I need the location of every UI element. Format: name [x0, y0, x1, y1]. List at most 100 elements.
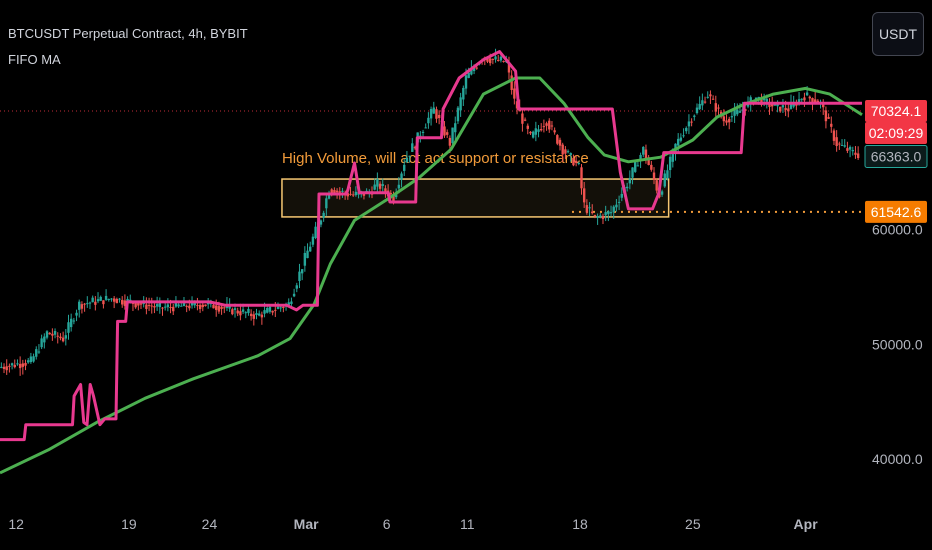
candle-body [856, 153, 860, 159]
candle-body [373, 184, 376, 190]
candle-body [830, 123, 833, 127]
candle-body [765, 98, 769, 102]
y-tick-label: 60000.0 [872, 222, 923, 238]
candle-body [650, 164, 653, 170]
candle-body [290, 301, 293, 304]
candle-body [271, 310, 274, 313]
candle-body [255, 313, 258, 315]
candle-body [239, 311, 242, 316]
candle-body [682, 135, 685, 137]
candle-body [32, 356, 35, 362]
candle-body [805, 92, 809, 96]
candle-body [585, 205, 589, 213]
x-tick-label: Apr [794, 516, 819, 532]
candle-body [668, 156, 672, 171]
candle-body [43, 336, 46, 343]
candle-body [848, 147, 852, 150]
candle-body [330, 189, 333, 194]
candle-body [521, 113, 524, 124]
y-tick-label: 40000.0 [872, 451, 923, 467]
indicator-legend[interactable]: FIFO MA [8, 52, 61, 67]
candle-body [69, 318, 73, 328]
candle-body [75, 312, 78, 316]
candle-body [147, 305, 151, 307]
candle-body [86, 303, 89, 305]
candle-body [510, 75, 513, 90]
candle-body [327, 193, 331, 199]
candle-body [738, 111, 742, 113]
candle-body [580, 167, 583, 189]
candle-body [249, 313, 253, 317]
candle-body [99, 296, 102, 301]
candle-body [384, 188, 387, 192]
candle-body [212, 304, 215, 309]
candle-body [556, 135, 559, 144]
candle-body [652, 172, 656, 180]
candle-body [620, 193, 623, 198]
candle-body [102, 300, 105, 305]
candle-body [274, 309, 277, 311]
candle-body [172, 306, 175, 312]
candle-body [456, 107, 460, 122]
candle-body [666, 170, 669, 179]
candle-body [204, 304, 207, 307]
candle-body [231, 309, 234, 315]
candle-body [615, 204, 618, 208]
candle-body [392, 195, 395, 202]
candle-body [88, 302, 92, 304]
candle-body [18, 363, 22, 369]
candle-body [529, 131, 532, 134]
candle-body [80, 304, 84, 309]
candle-body [462, 87, 465, 100]
candle-body [145, 304, 148, 309]
candle-body [104, 295, 108, 300]
candle-body [35, 349, 38, 357]
candle-body [94, 301, 97, 305]
candle-body [158, 302, 162, 308]
ma-value-label: 66363.0 [871, 149, 922, 165]
candle-body [0, 366, 3, 368]
currency-button[interactable]: USDT [872, 12, 924, 56]
candle-body [303, 252, 307, 266]
countdown-label: 02:09:29 [869, 125, 924, 141]
candle-body [607, 211, 610, 215]
candle-body [811, 98, 814, 104]
candle-body [335, 190, 339, 193]
candle-body [2, 366, 6, 369]
candle-body [757, 96, 760, 98]
x-tick-label: 12 [8, 516, 24, 532]
x-tick-label: 24 [202, 516, 218, 532]
candle-body [325, 198, 328, 209]
candle-body [728, 118, 731, 123]
candle-body [736, 109, 739, 115]
candle-body [300, 269, 304, 274]
candle-body [550, 125, 554, 127]
candle-body [351, 194, 355, 196]
candle-body [698, 103, 701, 110]
candle-body [21, 363, 25, 367]
candle-body [295, 285, 298, 289]
candle-body [182, 301, 186, 307]
candle-body [257, 313, 261, 316]
candle-body [137, 303, 140, 306]
candle-body [421, 131, 425, 133]
candle-body [424, 127, 427, 129]
candle-body [16, 363, 19, 365]
candle-body [593, 214, 597, 216]
candle-body [676, 138, 680, 146]
candle-body [432, 107, 435, 114]
candle-body [813, 99, 817, 104]
volume-level-label: 61542.6 [871, 204, 922, 220]
candle-body [540, 129, 543, 131]
candle-body [574, 160, 578, 163]
candle-body [838, 143, 841, 145]
candle-body [405, 157, 409, 163]
candle-body [800, 98, 803, 100]
candle-body [378, 183, 382, 189]
candle-body [513, 88, 516, 99]
candle-body [464, 75, 468, 89]
candle-body [354, 191, 358, 196]
candle-body [733, 109, 736, 116]
candle-body [566, 151, 570, 153]
